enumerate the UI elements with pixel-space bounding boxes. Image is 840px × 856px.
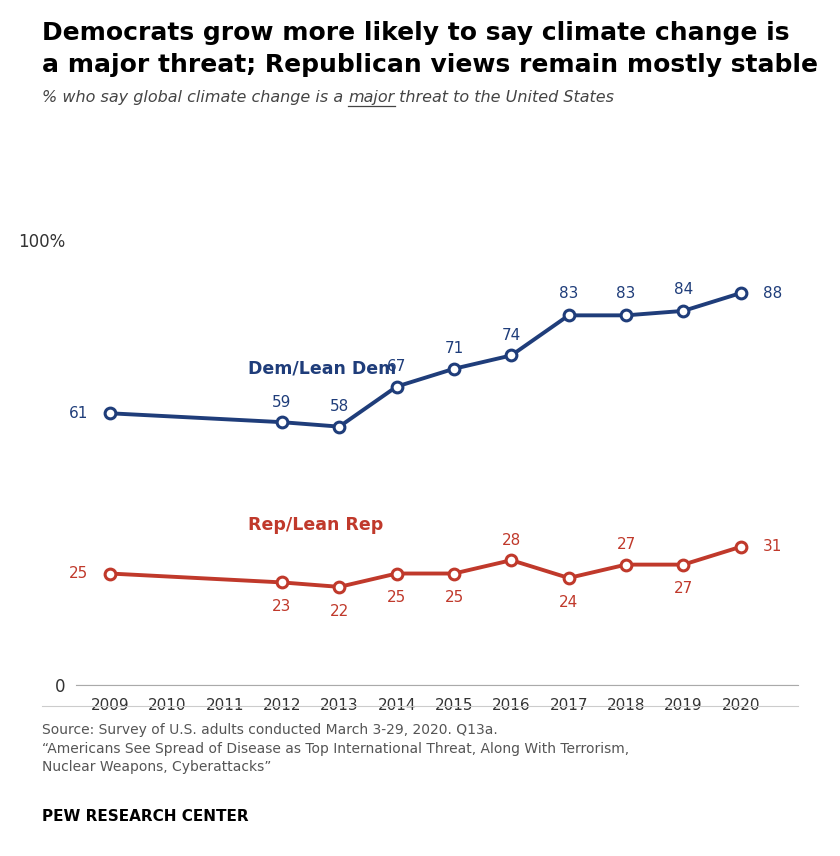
Text: PEW RESEARCH CENTER: PEW RESEARCH CENTER (42, 809, 249, 824)
Text: 27: 27 (617, 537, 636, 552)
Text: 74: 74 (501, 328, 521, 343)
Point (276, 415, 289, 429)
Text: 67: 67 (387, 359, 407, 374)
Point (276, 575, 289, 589)
Point (619, 308, 633, 322)
Point (676, 558, 690, 572)
Point (333, 419, 346, 433)
Text: major: major (349, 90, 395, 105)
Point (390, 567, 403, 580)
Text: Democrats grow more likely to say climate change is: Democrats grow more likely to say climat… (42, 21, 790, 45)
Point (447, 362, 460, 376)
Point (734, 286, 748, 300)
Text: 25: 25 (444, 590, 464, 605)
Text: Dem/Lean Dem: Dem/Lean Dem (248, 360, 396, 377)
Point (619, 558, 633, 572)
Text: 61: 61 (68, 406, 87, 421)
Text: 28: 28 (501, 532, 521, 548)
Point (103, 407, 117, 420)
Text: % who say global climate change is a: % who say global climate change is a (42, 90, 349, 105)
Point (333, 580, 346, 594)
Point (390, 380, 403, 394)
Text: 58: 58 (330, 399, 349, 414)
Point (734, 540, 748, 554)
Text: 22: 22 (330, 603, 349, 619)
Text: Rep/Lean Rep: Rep/Lean Rep (248, 515, 383, 533)
Point (447, 567, 460, 580)
Text: a major threat; Republican views remain mostly stable: a major threat; Republican views remain … (42, 53, 818, 77)
Point (505, 553, 518, 567)
Text: 27: 27 (674, 581, 693, 597)
Text: 71: 71 (444, 342, 464, 356)
Text: 25: 25 (387, 590, 407, 605)
Point (562, 571, 575, 585)
Text: 24: 24 (559, 595, 578, 609)
Point (505, 348, 518, 362)
Text: 23: 23 (272, 599, 291, 614)
Text: 84: 84 (674, 282, 693, 297)
Point (562, 308, 575, 322)
Text: 83: 83 (559, 287, 579, 301)
Text: 83: 83 (617, 287, 636, 301)
Text: 59: 59 (272, 395, 291, 410)
Text: 25: 25 (69, 566, 87, 581)
Text: 88: 88 (763, 286, 782, 300)
Text: 31: 31 (763, 539, 782, 555)
Point (103, 567, 117, 580)
Text: threat to the United States: threat to the United States (395, 90, 615, 105)
Text: Source: Survey of U.S. adults conducted March 3-29, 2020. Q13a.
“Americans See S: Source: Survey of U.S. adults conducted … (42, 723, 629, 774)
Point (676, 304, 690, 318)
